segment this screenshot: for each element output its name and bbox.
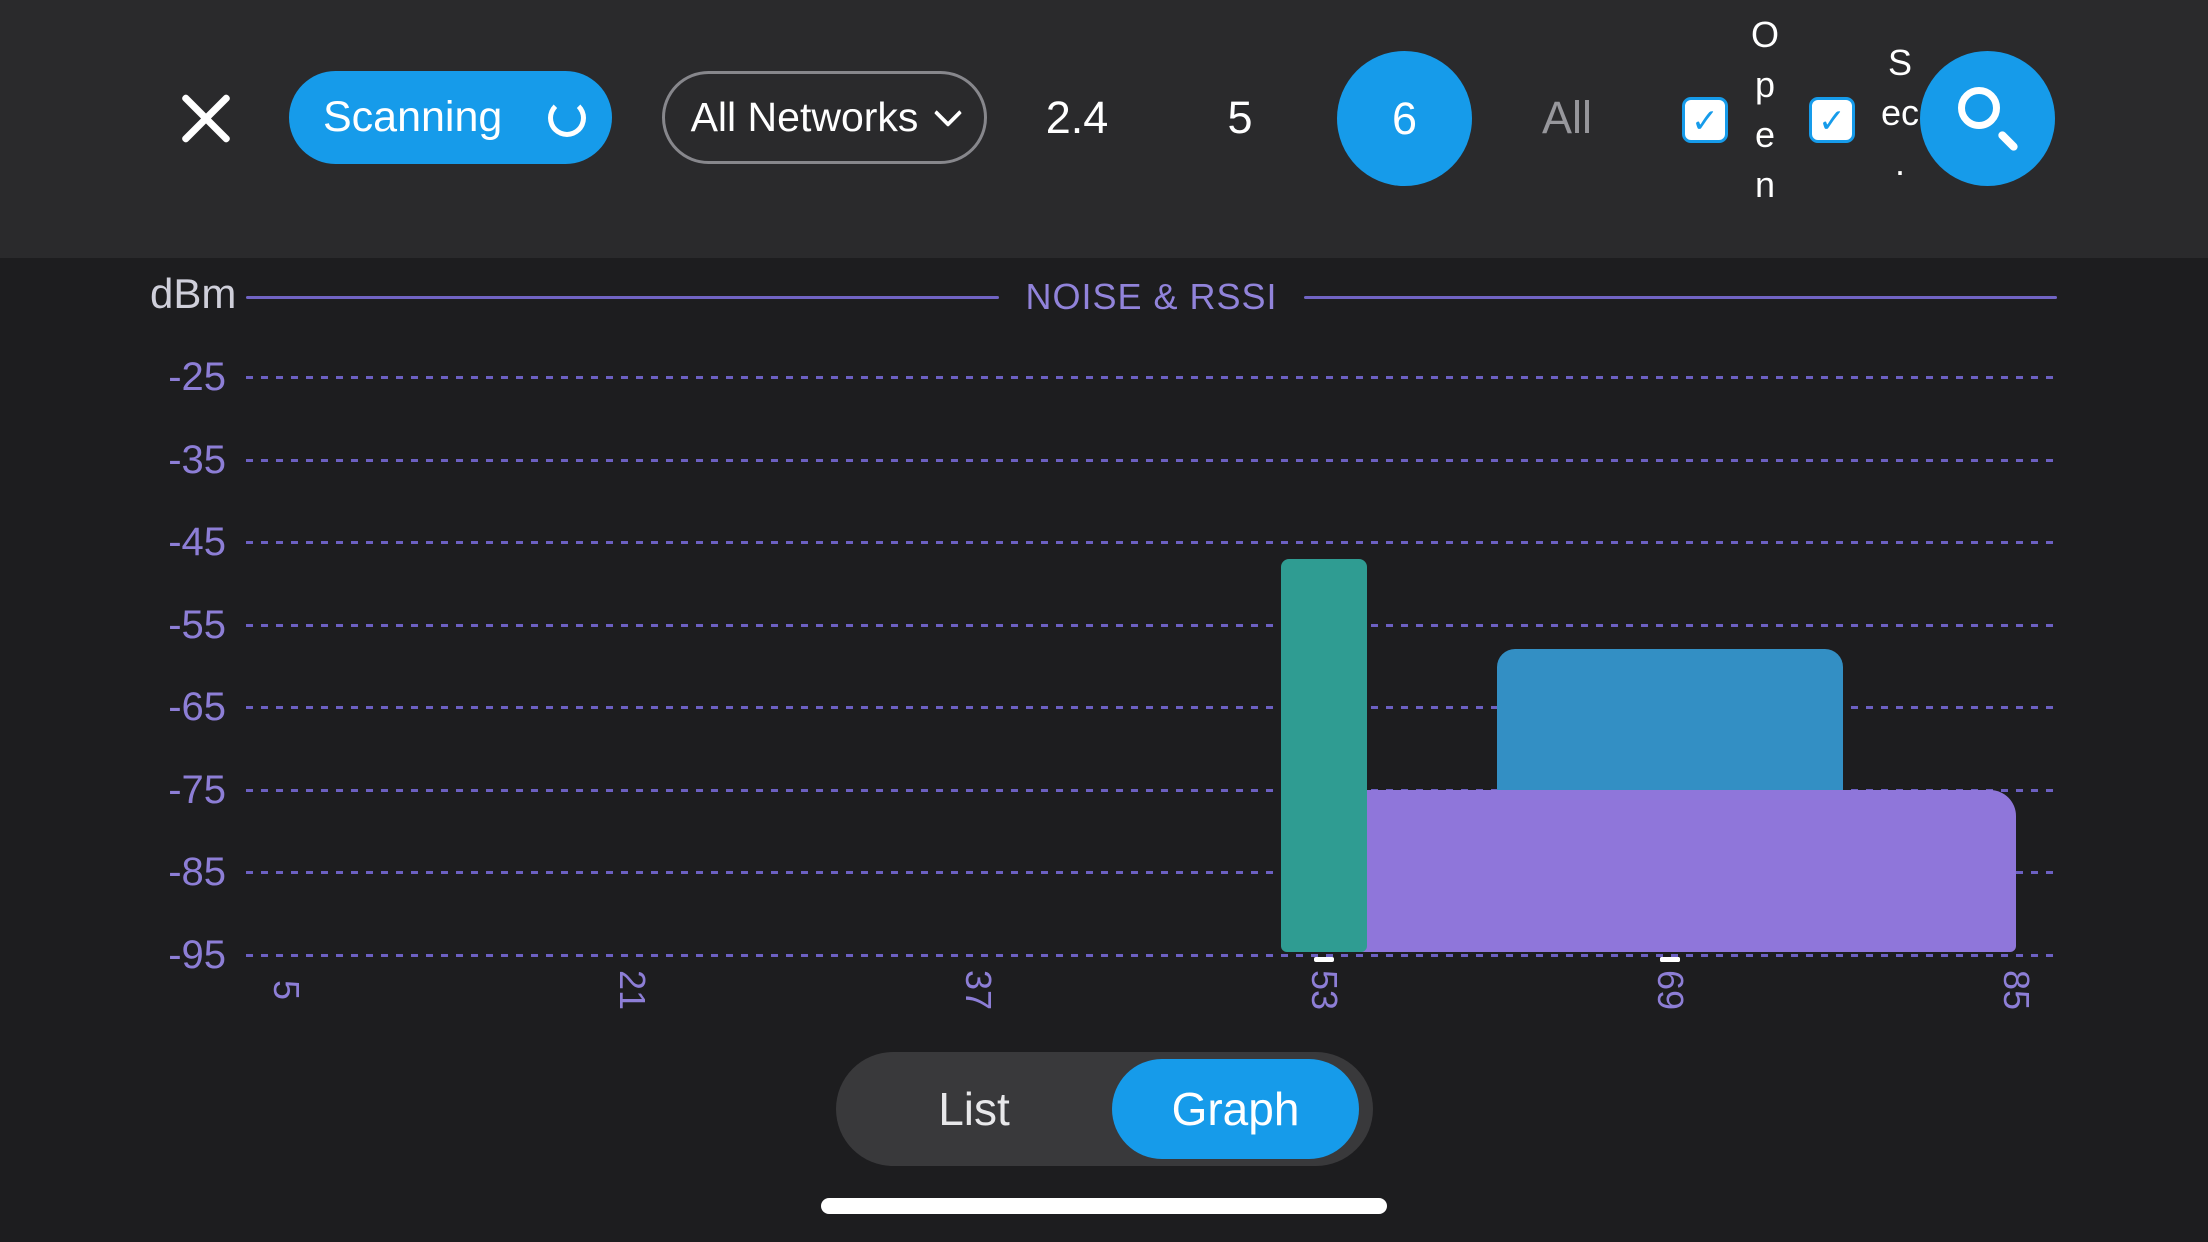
band-tab-2-4ghz[interactable]: 2.4 [1045, 92, 1109, 143]
secure-networks-label: S ec . [1871, 38, 1929, 188]
band-tab-6ghz-selected[interactable]: 6 [1337, 51, 1472, 186]
list-view-tab[interactable]: List [836, 1052, 1112, 1166]
gridline [246, 376, 2057, 379]
home-indicator[interactable] [821, 1198, 1387, 1214]
open-networks-checkbox[interactable]: ✓ [1682, 97, 1728, 143]
open-label-line: n [1754, 164, 1776, 205]
secure-networks-checkbox[interactable]: ✓ [1809, 97, 1855, 143]
x-axis-channel-label: 5 [266, 979, 307, 1001]
y-axis-tick-label: -55 [168, 602, 226, 647]
search-icon [1958, 87, 2000, 129]
checkmark-icon: ✓ [1691, 101, 1719, 139]
open-label-line: e [1754, 114, 1776, 155]
chart-title-row: NOISE & RSSI [246, 276, 2058, 317]
network-filter-dropdown[interactable]: All Networks [662, 71, 987, 164]
spinner-icon [548, 98, 586, 137]
search-button[interactable] [1920, 51, 2055, 186]
scanning-button[interactable]: Scanning [289, 71, 612, 164]
search-icon-handle [1996, 129, 2020, 153]
checkmark-icon: ✓ [1818, 101, 1846, 139]
gridline [246, 788, 2057, 792]
gridline [246, 706, 2057, 710]
secure-label-line: S [1887, 42, 1912, 83]
gridline [246, 458, 2057, 462]
secure-label-line: ec [1880, 92, 1920, 133]
y-axis-unit-label: dBm [150, 270, 237, 317]
y-axis-tick-label: -25 [168, 355, 226, 399]
close-button[interactable] [170, 82, 242, 154]
channel-center-tick [1660, 957, 1680, 962]
y-axis-tick-label: -65 [168, 685, 226, 730]
x-axis-channel-label: 53 [1304, 969, 1345, 1011]
gridline [246, 541, 2057, 545]
chevron-down-icon [934, 98, 963, 127]
network-filter-value: All Networks [690, 94, 919, 140]
title-rule-left [246, 295, 1000, 299]
gridline [246, 871, 2057, 875]
band-tab-all[interactable]: All [1541, 92, 1592, 143]
x-axis-channel-label: 69 [1650, 969, 1691, 1011]
view-mode-segmented-control: List Graph [836, 1052, 1373, 1166]
x-axis-channel-label: 85 [1996, 969, 2037, 1011]
open-label-line: O [1750, 14, 1779, 55]
gridline [246, 623, 2057, 627]
gridline [246, 953, 2057, 957]
y-axis-tick-label: -95 [168, 932, 226, 977]
y-axis-tick-label: -45 [168, 520, 226, 565]
top-bar: Scanning All Networks 2.4 5 6 All ✓ O p … [0, 0, 2208, 258]
x-axis-channel-label: 21 [612, 969, 653, 1011]
y-axis-tick-label: -35 [168, 437, 226, 482]
x-axis-channel-label: 37 [958, 969, 999, 1011]
y-axis-tick-label: -85 [168, 850, 226, 895]
network-shape-teal-network[interactable] [1280, 558, 1368, 952]
y-axis-tick-label: -75 [168, 767, 226, 812]
open-label-line: p [1754, 64, 1776, 105]
scanning-label: Scanning [323, 93, 503, 141]
title-rule-right [1303, 295, 2058, 299]
open-networks-label: O p e n [1736, 10, 1794, 210]
secure-label-line: . [1894, 142, 1905, 183]
band-tab-5ghz[interactable]: 5 [1227, 92, 1253, 143]
network-shape-purple-network[interactable] [1324, 789, 2016, 952]
chart-title: NOISE & RSSI [1025, 276, 1278, 317]
graph-view-tab[interactable]: Graph [1112, 1059, 1359, 1159]
channel-center-tick [1314, 957, 1334, 962]
